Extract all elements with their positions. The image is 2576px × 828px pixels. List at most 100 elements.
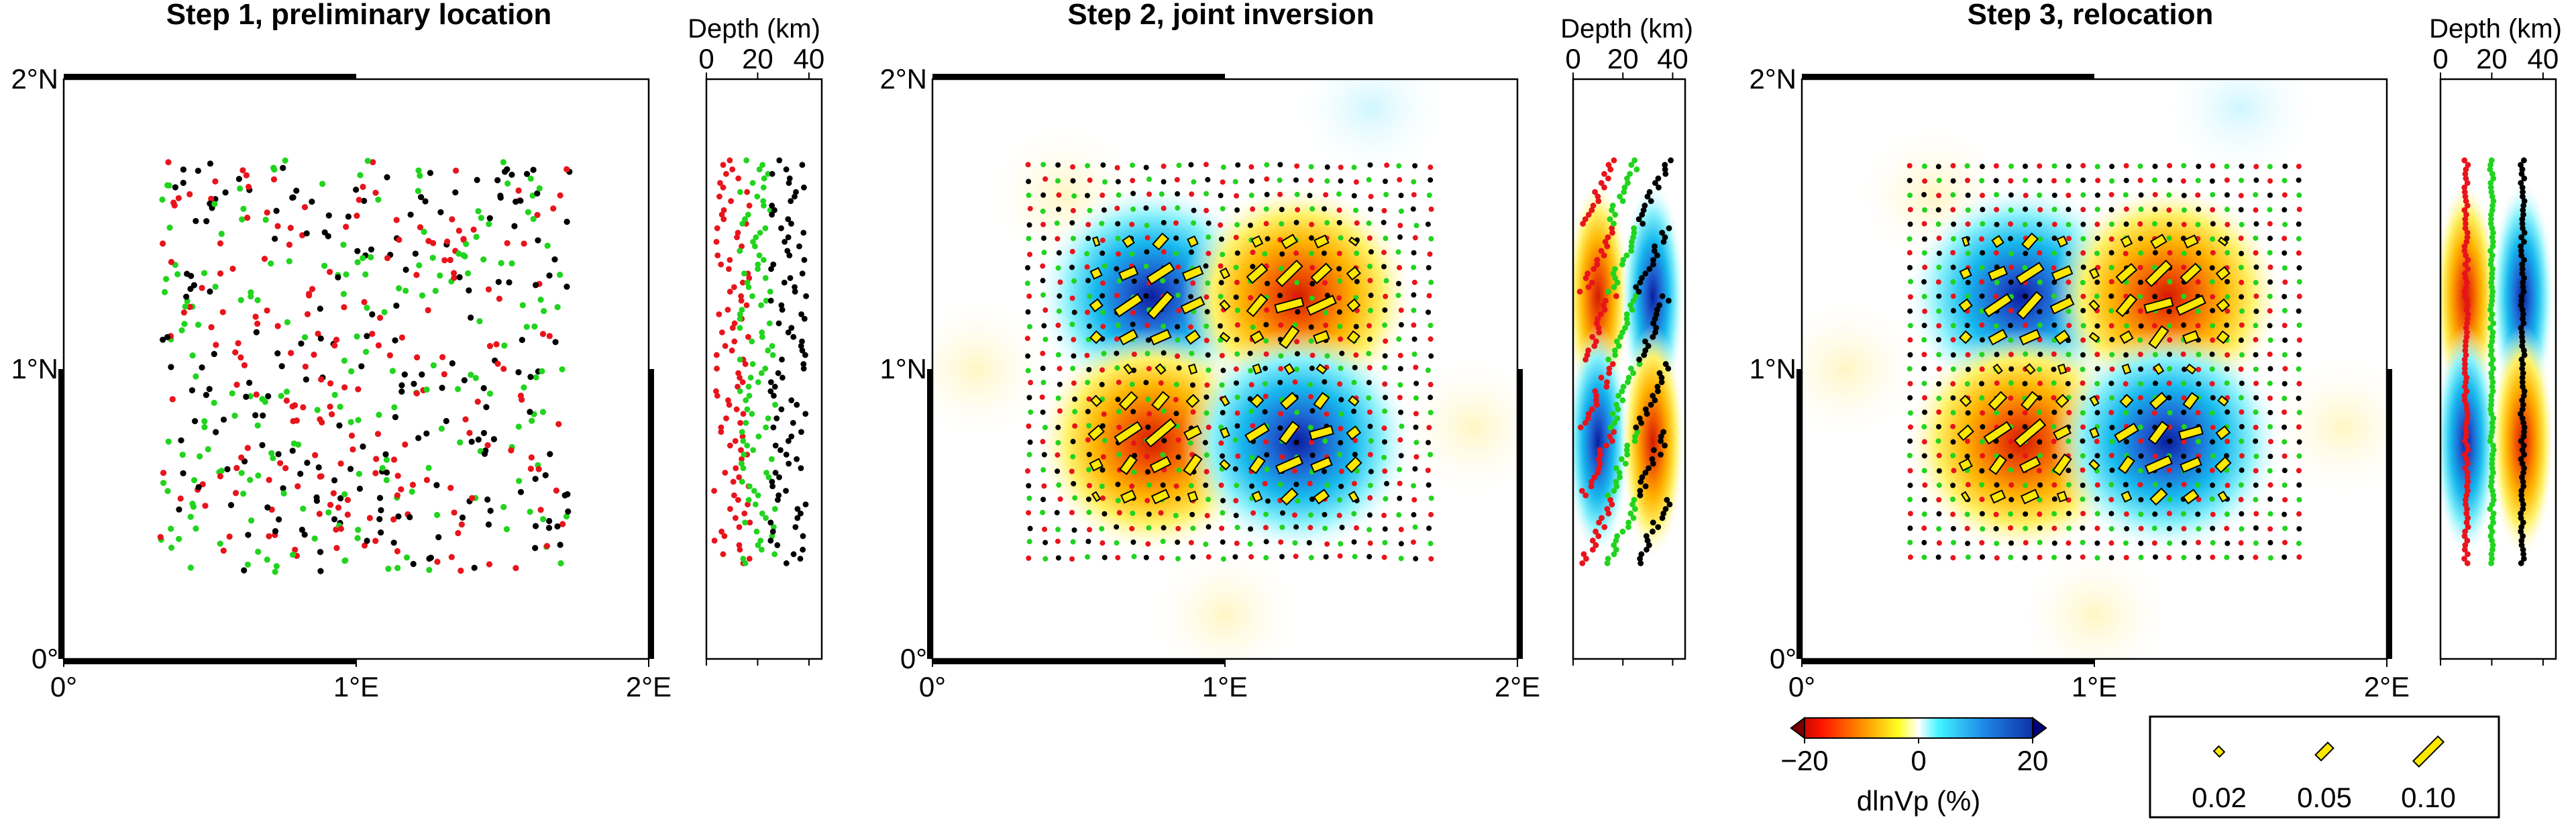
event-point xyxy=(2267,482,2273,488)
depth-point xyxy=(1619,397,1626,403)
event-point xyxy=(1936,264,1942,270)
event-point xyxy=(2239,308,2245,314)
depth-point xyxy=(1652,180,1658,187)
event-point xyxy=(2137,337,2143,343)
depth-point xyxy=(800,533,806,539)
event-point xyxy=(1115,236,1121,242)
depth-point xyxy=(798,343,804,349)
event-point xyxy=(2210,554,2216,560)
event-point xyxy=(1173,397,1179,403)
event-point xyxy=(1935,337,1941,343)
depth-point xyxy=(2463,166,2469,172)
event-point xyxy=(374,431,382,437)
event-point xyxy=(348,432,356,439)
depth-point xyxy=(2521,239,2527,245)
event-point xyxy=(1026,423,1032,429)
depth-point xyxy=(1630,234,1636,241)
event-point xyxy=(1411,307,1417,313)
event-point xyxy=(2282,307,2288,313)
event-point xyxy=(1026,293,1032,299)
depth-point xyxy=(735,383,741,390)
depth-point xyxy=(1589,207,1595,213)
depth-point xyxy=(1588,483,1595,490)
depth-point xyxy=(2518,243,2524,250)
event-point xyxy=(1055,352,1061,358)
event-point xyxy=(1250,510,1256,516)
event-point xyxy=(2037,352,2043,358)
depth-point xyxy=(1627,510,1634,517)
depth-point xyxy=(1623,447,1630,454)
depth-point xyxy=(713,352,720,358)
depth-point xyxy=(769,478,775,485)
depth-point xyxy=(2465,524,2471,530)
depth-point xyxy=(1615,393,1621,399)
depth-point xyxy=(2519,315,2526,322)
event-point xyxy=(1979,264,1985,270)
event-point xyxy=(1936,497,1942,503)
depth-point xyxy=(749,361,756,367)
depth-point xyxy=(1650,460,1656,467)
event-point xyxy=(272,236,278,242)
depth-point xyxy=(2489,546,2496,553)
event-point xyxy=(1218,424,1224,430)
event-point xyxy=(241,567,248,574)
event-point xyxy=(464,270,472,276)
event-point xyxy=(287,225,294,231)
event-point xyxy=(309,286,316,293)
depth-point xyxy=(1630,370,1636,376)
event-point xyxy=(1994,555,2000,561)
event-point xyxy=(1398,453,1404,459)
event-point xyxy=(1294,339,1300,345)
depth-point xyxy=(1609,225,1615,231)
faint-anomaly xyxy=(2160,79,2321,183)
event-point xyxy=(2138,511,2144,517)
depth-point xyxy=(2489,379,2496,385)
depth-point xyxy=(729,166,736,172)
depth-point xyxy=(2489,338,2496,345)
event-point xyxy=(1979,337,1985,343)
event-point xyxy=(2182,366,2188,372)
event-point xyxy=(1056,482,1062,488)
event-point xyxy=(554,304,561,311)
event-point xyxy=(1189,191,1195,197)
event-point xyxy=(1026,193,1032,199)
event-point xyxy=(1411,336,1417,342)
depth-point xyxy=(1612,211,1619,218)
event-point xyxy=(1382,539,1388,546)
depth-point xyxy=(2463,456,2470,462)
event-point xyxy=(534,190,541,197)
event-point xyxy=(1071,309,1077,315)
event-point xyxy=(2065,221,2072,227)
event-point xyxy=(1205,367,1212,373)
depth-point xyxy=(1642,406,1649,413)
depth-point xyxy=(2489,488,2496,494)
depth-point xyxy=(762,365,769,372)
event-point xyxy=(1382,307,1388,313)
depth-point xyxy=(737,248,743,254)
event-point xyxy=(2051,554,2057,560)
event-point xyxy=(2239,438,2245,444)
anisotropy-bar xyxy=(1120,489,1137,504)
event-point xyxy=(2138,554,2144,560)
depth-point xyxy=(2463,510,2470,517)
event-point xyxy=(1351,193,1357,199)
event-point xyxy=(1994,352,2000,358)
depth-point xyxy=(2520,546,2526,553)
event-point xyxy=(525,209,531,215)
event-point xyxy=(443,417,449,425)
event-point xyxy=(1936,177,1942,183)
event-point xyxy=(2023,525,2029,531)
event-point xyxy=(2167,250,2173,256)
event-point xyxy=(1278,322,1284,328)
depth-point xyxy=(1627,170,1633,177)
depth-point xyxy=(792,524,799,530)
y-tick-label: 2°N xyxy=(11,63,59,95)
event-point xyxy=(1205,176,1211,183)
event-point xyxy=(2167,162,2173,168)
event-point xyxy=(213,429,219,435)
event-point xyxy=(331,477,338,484)
event-point xyxy=(1114,336,1120,342)
depth-point xyxy=(743,397,749,403)
depth-point xyxy=(2487,180,2494,187)
event-point xyxy=(2008,250,2015,256)
